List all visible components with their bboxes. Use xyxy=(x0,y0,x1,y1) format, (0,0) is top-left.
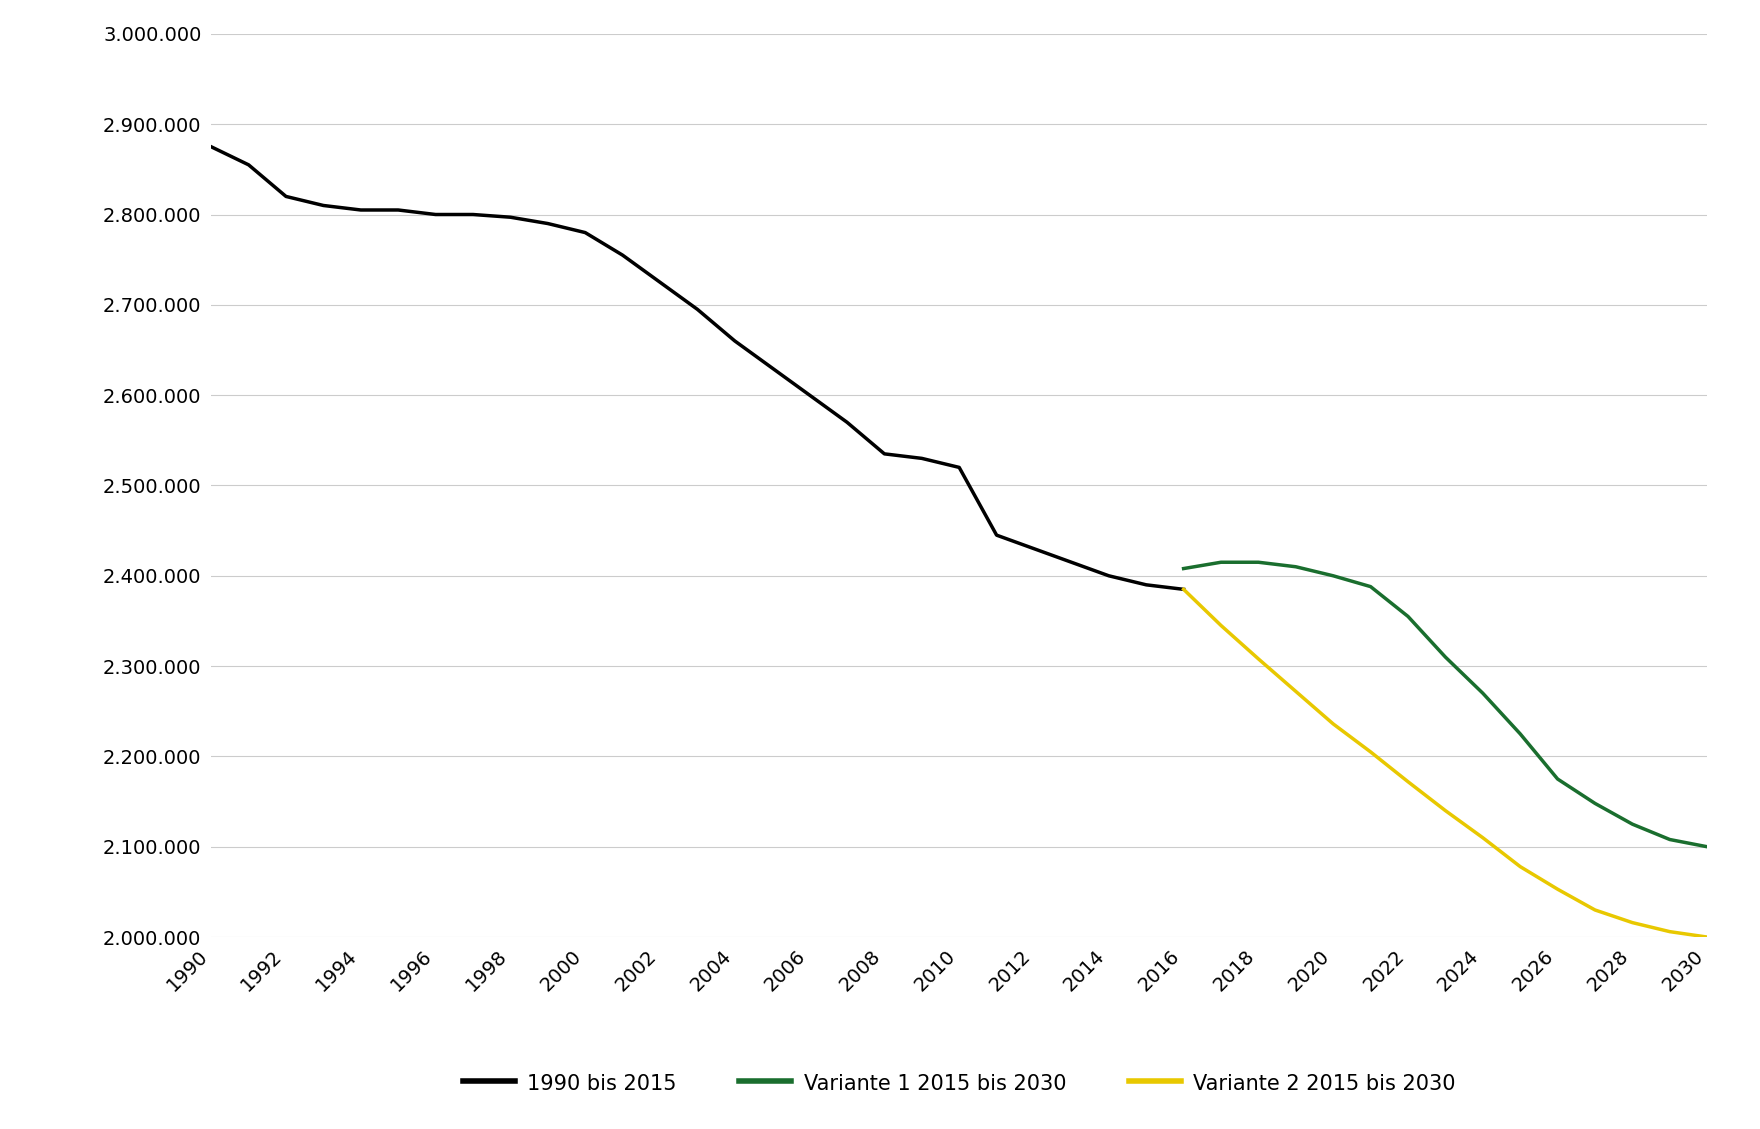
1990 bis 2015 xyxy=(1024,542,1045,555)
1990 bis 2015 xyxy=(463,208,484,221)
1990 bis 2015 xyxy=(686,303,708,316)
Variante 2 2015 bis 2030 xyxy=(1397,774,1419,788)
1990 bis 2015 xyxy=(649,275,671,289)
1990 bis 2015 xyxy=(350,203,371,217)
Variante 1 2015 bis 2030 xyxy=(1584,797,1605,811)
Line: 1990 bis 2015: 1990 bis 2015 xyxy=(211,147,1183,589)
Variante 1 2015 bis 2030 xyxy=(1248,555,1269,569)
1990 bis 2015 xyxy=(1098,569,1119,583)
Line: Variante 1 2015 bis 2030: Variante 1 2015 bis 2030 xyxy=(1183,562,1707,847)
1990 bis 2015 xyxy=(574,226,595,239)
1990 bis 2015 xyxy=(612,248,634,262)
Variante 1 2015 bis 2030 xyxy=(1172,562,1193,576)
Line: Variante 2 2015 bis 2030: Variante 2 2015 bis 2030 xyxy=(1183,589,1707,937)
Variante 2 2015 bis 2030 xyxy=(1510,860,1531,874)
Variante 2 2015 bis 2030 xyxy=(1434,804,1456,817)
1990 bis 2015 xyxy=(912,452,933,465)
Variante 1 2015 bis 2030 xyxy=(1360,580,1382,594)
Variante 1 2015 bis 2030 xyxy=(1434,650,1456,664)
1990 bis 2015 xyxy=(275,190,296,203)
Variante 2 2015 bis 2030 xyxy=(1660,925,1681,938)
Variante 2 2015 bis 2030 xyxy=(1547,883,1568,896)
1990 bis 2015 xyxy=(500,210,521,224)
Variante 2 2015 bis 2030 xyxy=(1248,653,1269,666)
1990 bis 2015 xyxy=(949,461,970,474)
Variante 2 2015 bis 2030 xyxy=(1360,745,1382,759)
1990 bis 2015 xyxy=(836,415,857,429)
Variante 1 2015 bis 2030 xyxy=(1510,727,1531,741)
Variante 2 2015 bis 2030 xyxy=(1285,684,1306,698)
1990 bis 2015 xyxy=(1172,583,1193,596)
Variante 2 2015 bis 2030 xyxy=(1322,717,1343,730)
Variante 1 2015 bis 2030 xyxy=(1322,569,1343,583)
Legend: 1990 bis 2015, Variante 1 2015 bis 2030, Variante 2 2015 bis 2030: 1990 bis 2015, Variante 1 2015 bis 2030,… xyxy=(454,1065,1464,1102)
1990 bis 2015 xyxy=(537,217,558,230)
Variante 1 2015 bis 2030 xyxy=(1285,560,1306,574)
1990 bis 2015 xyxy=(313,199,334,212)
Variante 1 2015 bis 2030 xyxy=(1471,686,1492,700)
1990 bis 2015 xyxy=(799,388,820,402)
Variante 1 2015 bis 2030 xyxy=(1621,817,1642,831)
Variante 2 2015 bis 2030 xyxy=(1621,916,1642,929)
1990 bis 2015 xyxy=(723,334,744,348)
1990 bis 2015 xyxy=(424,208,445,221)
Variante 1 2015 bis 2030 xyxy=(1397,610,1419,623)
Variante 1 2015 bis 2030 xyxy=(1547,772,1568,786)
1990 bis 2015 xyxy=(1135,578,1156,592)
Variante 2 2015 bis 2030 xyxy=(1584,903,1605,917)
Variante 1 2015 bis 2030 xyxy=(1660,833,1681,847)
1990 bis 2015 xyxy=(387,203,408,217)
1990 bis 2015 xyxy=(1061,555,1082,569)
1990 bis 2015 xyxy=(873,447,894,461)
1990 bis 2015 xyxy=(986,528,1007,542)
Variante 1 2015 bis 2030 xyxy=(1697,840,1718,854)
Variante 1 2015 bis 2030 xyxy=(1211,555,1232,569)
Variante 2 2015 bis 2030 xyxy=(1211,619,1232,632)
1990 bis 2015 xyxy=(762,361,783,375)
Variante 2 2015 bis 2030 xyxy=(1172,583,1193,596)
Variante 2 2015 bis 2030 xyxy=(1471,831,1492,844)
1990 bis 2015 xyxy=(238,158,259,172)
1990 bis 2015 xyxy=(201,140,222,154)
Variante 2 2015 bis 2030 xyxy=(1697,930,1718,944)
